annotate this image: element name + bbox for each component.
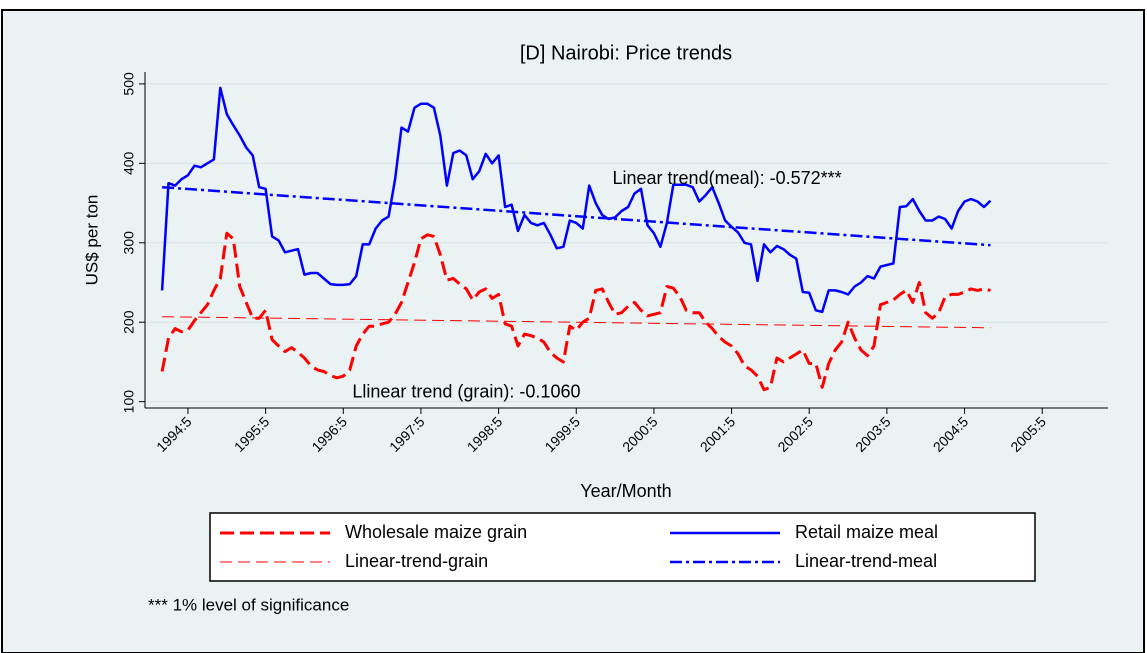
legend-label: Retail maize meal	[795, 522, 938, 542]
y-tick-label: 200	[121, 310, 137, 334]
y-axis-title: US$ per ton	[82, 195, 101, 286]
annotation: Linear trend(meal): -0.572***	[613, 168, 842, 188]
y-tick-label: 400	[121, 151, 137, 175]
chart-title: [D] Nairobi: Price trends	[520, 42, 732, 64]
footnote: *** 1% level of significance	[148, 595, 349, 614]
y-tick-label: 500	[121, 72, 137, 96]
legend	[209, 512, 1036, 582]
legend-label: Linear-trend-grain	[345, 551, 488, 571]
data-line	[162, 316, 991, 329]
x-axis-title: Year/Month	[580, 481, 671, 501]
plot-area	[145, 72, 1108, 408]
annotation: Llinear trend (grain): -0.1060	[352, 382, 580, 402]
y-tick-label: 300	[121, 231, 137, 255]
y-tick-label: 100	[121, 390, 137, 414]
data-line	[160, 86, 992, 314]
legend-label: Wholesale maize grain	[345, 522, 527, 542]
legend-label: Linear-trend-meal	[795, 551, 937, 571]
data-line	[160, 231, 991, 392]
data-line	[162, 185, 991, 247]
